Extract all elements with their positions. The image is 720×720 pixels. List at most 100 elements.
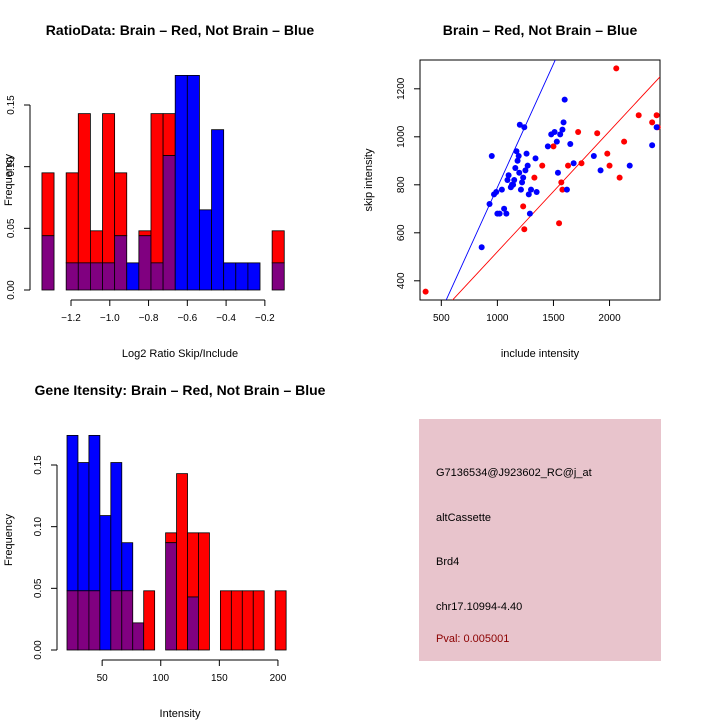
scatter-point-notbrain-15	[511, 177, 518, 183]
scatter-point-brain-15	[613, 65, 620, 72]
scatter-point-notbrain-39	[557, 131, 564, 138]
ratio-bar-brain-6	[114, 172, 128, 237]
gene-bar-notbrain-2	[88, 434, 101, 592]
gene-bar-notbrain-1	[77, 462, 90, 592]
scatter-point-brain-3	[531, 174, 538, 181]
scatter-point-notbrain-45	[570, 160, 577, 167]
gene-histogram-bars	[66, 434, 287, 651]
ratio-bar-overlap-6	[114, 235, 128, 291]
gene-x-tick-label-3: 200	[270, 673, 287, 684]
ratio-bar-notbrain-12	[186, 75, 200, 291]
ratio-bar-notbrain-15	[223, 262, 237, 291]
gene-y-tick-label-1: 0.05	[33, 578, 44, 598]
ratio-bar-overlap-3	[77, 262, 91, 291]
ratio-y-tick-label-3: 0.15	[6, 95, 17, 115]
scatter-point-notbrain-30	[526, 210, 533, 217]
gene-x-tick-label-1: 100	[152, 673, 169, 684]
scatter-point-notbrain-47	[597, 167, 604, 174]
scatter-point-notbrain-16	[512, 165, 519, 171]
scatter-point-notbrain-21	[516, 121, 523, 128]
ratio-bar-overlap-5	[102, 262, 116, 291]
gene-bar-brain-17	[252, 590, 265, 651]
ratio-bar-notbrain-7	[126, 262, 140, 291]
ratio-bar-notbrain-13	[199, 209, 212, 291]
scatter-y-tick-label-4: 1200	[396, 77, 407, 100]
pval-text: Pval: 0.005001	[436, 633, 509, 645]
gene-bar-brain-9	[165, 532, 177, 544]
scatter-point-notbrain-37	[553, 138, 560, 145]
gene-bar-brain-12	[198, 532, 210, 651]
gene-y-tick-label-2: 0.10	[33, 516, 44, 536]
scatter-y-tick-label-3: 1000	[396, 125, 407, 148]
ratio-bar-notbrain-14	[211, 129, 225, 291]
ratio-x-tick-label-3: −0.6	[177, 313, 197, 324]
ratio-bar-brain-4	[90, 230, 103, 264]
scatter-point-notbrain-18	[514, 157, 521, 164]
gene-bar-overlap-9	[165, 542, 177, 651]
ratio-bar-overlap-19	[271, 262, 285, 291]
ratio-bar-brain-2	[65, 172, 79, 264]
gene-bar-overlap-6	[132, 622, 145, 651]
ratio-bar-brain-8	[138, 230, 152, 237]
scatter-point-brain-1	[520, 203, 527, 210]
scatter-point-notbrain-27	[523, 150, 530, 157]
gene-bar-overlap-0	[66, 590, 79, 651]
gene-bar-notbrain-0	[66, 434, 79, 592]
scatter-point-brain-12	[594, 130, 601, 137]
scatter-point-notbrain-7	[498, 186, 505, 193]
scatter-point-notbrain-1	[486, 201, 493, 207]
scatter-point-brain-9	[565, 162, 572, 169]
scatter-y-tick-label-2: 800	[396, 176, 407, 193]
ratio-x-tick-label-5: −0.2	[255, 313, 275, 324]
scatter-point-brain-8	[559, 186, 566, 193]
scatter-points	[422, 65, 661, 295]
scatter-point-brain-16	[616, 174, 623, 181]
scatter-point-notbrain-32	[532, 155, 539, 162]
ratio-bar-brain-0	[41, 172, 55, 237]
scatter-point-notbrain-9	[503, 210, 510, 217]
gene-name-text: Brd4	[436, 556, 459, 568]
scatter-point-notbrain-46	[590, 153, 597, 159]
ratio-bar-brain-5	[102, 113, 116, 264]
scatter-point-notbrain-29	[525, 191, 532, 198]
gene-bar-notbrain-3	[99, 515, 112, 651]
scatter-point-notbrain-28	[524, 162, 531, 169]
gene-bar-brain-11	[187, 532, 199, 598]
scatter-point-brain-2	[521, 226, 528, 233]
gene-histogram-ylabel: Frequency	[3, 514, 15, 566]
ratio-x-tick-label-1: −1.0	[100, 313, 120, 324]
gene-bar-overlap-11	[187, 596, 199, 651]
scatter-point-brain-20	[653, 112, 660, 119]
scatter-x-tick-label-3: 2000	[598, 313, 621, 324]
ratio-bar-brain-3	[77, 113, 91, 264]
scatter-axes: 500 1000 1500 2000 400 600 800 1000 1200	[396, 77, 621, 324]
scatter-x-tick-label-2: 1500	[542, 313, 565, 324]
event-type-text: altCassette	[436, 512, 491, 524]
scatter-point-notbrain-40	[559, 126, 566, 133]
ratio-y-tick-label-0: 0.00	[6, 280, 17, 300]
scatter-point-notbrain-44	[567, 141, 574, 147]
scatter-point-notbrain-0	[478, 244, 485, 251]
gene-bar-brain-14	[219, 590, 232, 651]
scatter-point-notbrain-14	[510, 181, 517, 188]
ratio-bar-notbrain-17	[247, 262, 261, 291]
scatter-point-notbrain-36	[551, 129, 558, 135]
scatter-point-brain-7	[558, 179, 565, 186]
ratio-histogram-xlabel: Log2 Ratio Skip/Include	[122, 348, 238, 360]
ratio-histogram-axes: −1.2 −1.0 −0.8 −0.6 −0.4 −0.2 0.00 0.05 0.10 0.15	[6, 95, 275, 324]
ratio-bar-overlap-10	[162, 155, 176, 291]
scatter-point-brain-11	[578, 160, 585, 167]
scatter-plot-frame	[419, 59, 661, 301]
ratio-histogram-title: RatioData: Brain – Red, Not Brain – Blue	[46, 22, 315, 38]
gene-bar-brain-7	[143, 590, 156, 651]
ratio-bar-brain-10	[162, 113, 176, 156]
scatter-point-notbrain-31	[528, 186, 535, 193]
scatter-fit-line-0	[451, 76, 660, 300]
gene-bar-overlap-4	[110, 590, 123, 651]
scatter-point-brain-19	[649, 119, 656, 126]
scatter-x-tick-label-1: 1000	[486, 313, 509, 324]
scatter-ylabel: skip intensity	[363, 148, 375, 211]
scatter-point-notbrain-2	[488, 153, 495, 159]
gene-bar-notbrain-5	[121, 542, 134, 592]
scatter-point-notbrain-8	[501, 205, 508, 212]
